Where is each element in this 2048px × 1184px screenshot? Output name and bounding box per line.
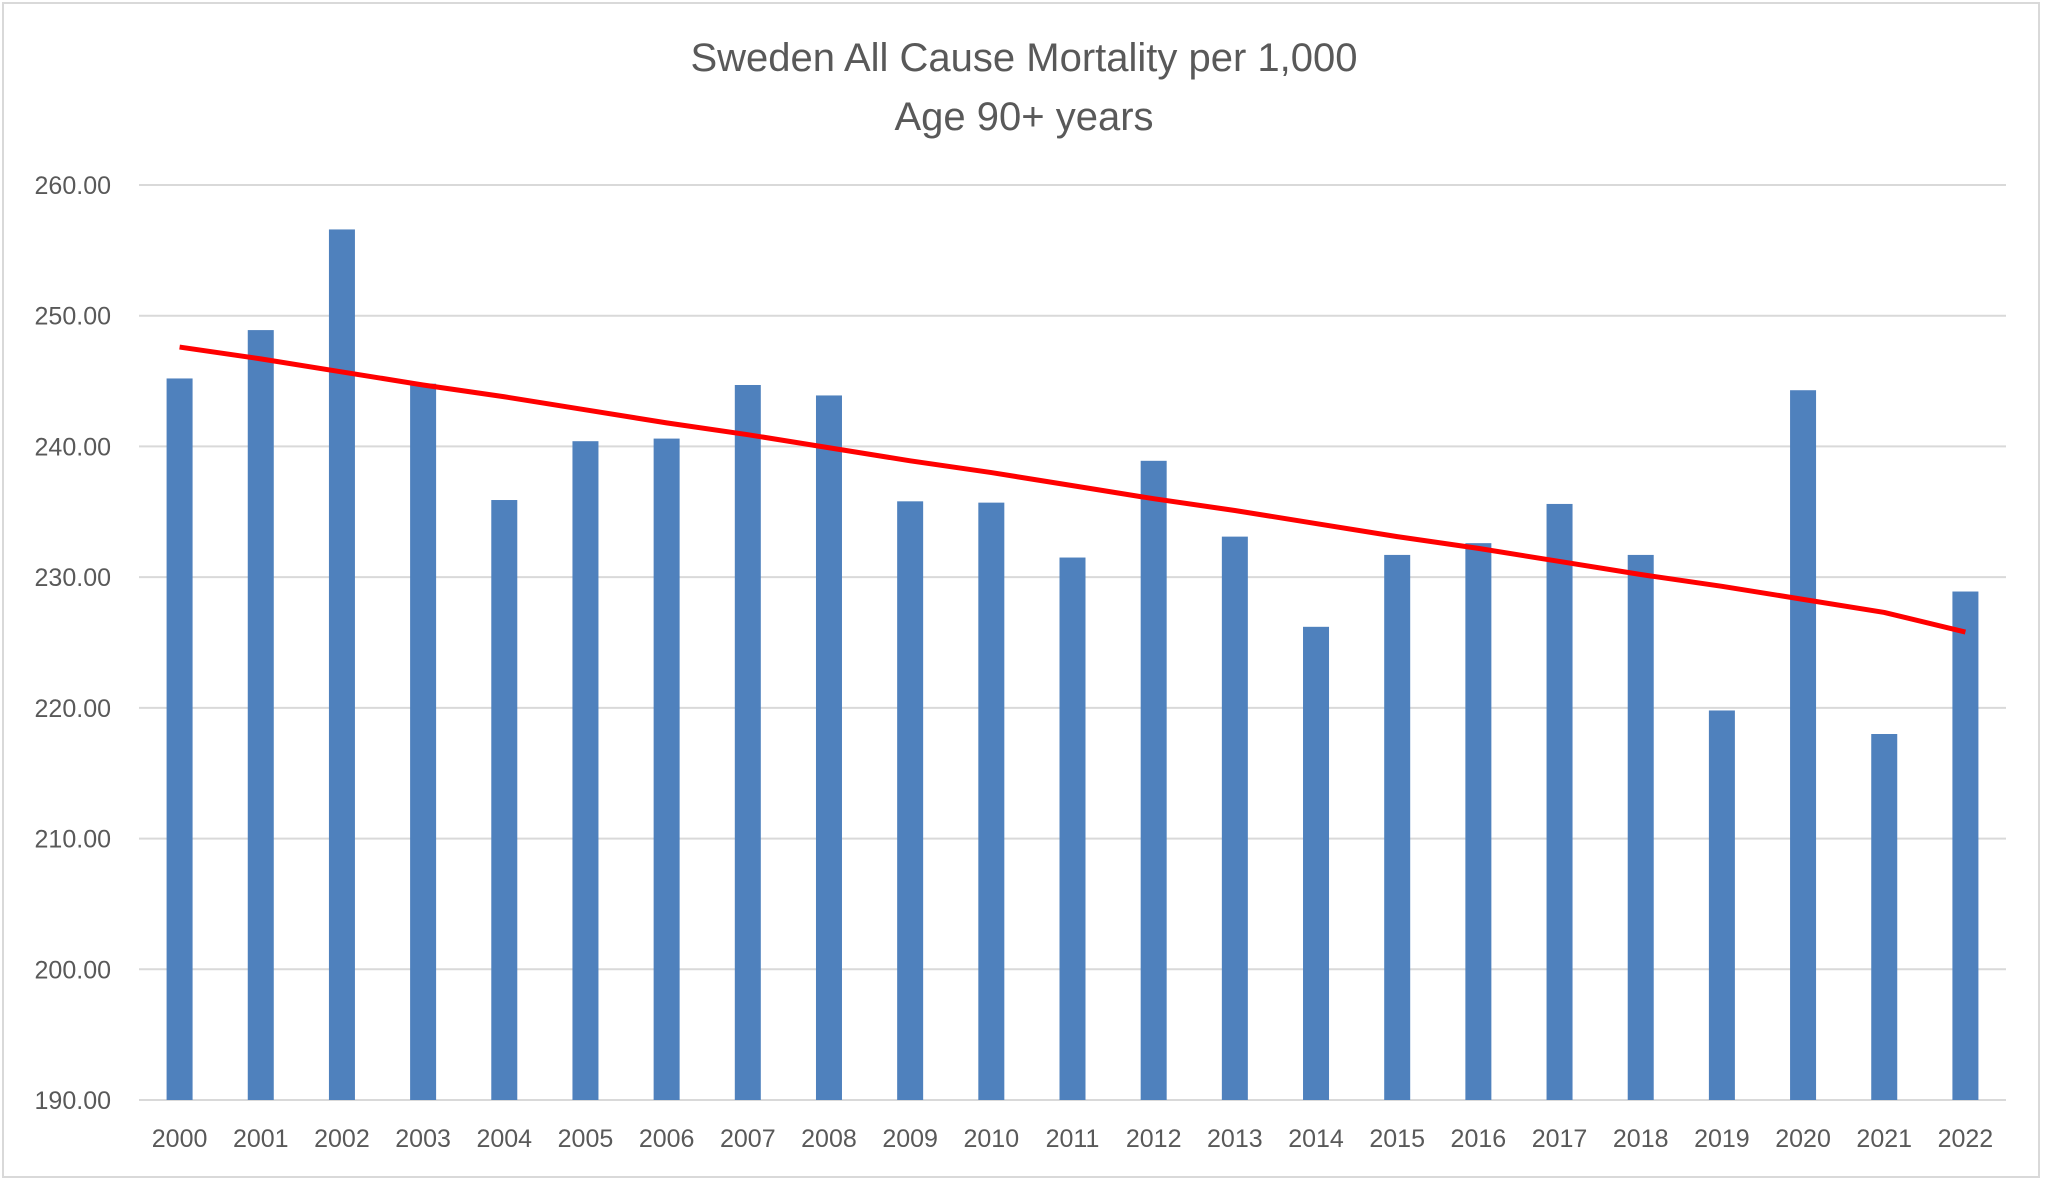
x-tick-label: 2010 [964,1125,1020,1153]
y-tick-label: 200.00 [35,956,111,984]
x-tick-label: 2022 [1938,1125,1994,1153]
y-tick-label: 230.00 [35,564,111,592]
x-tick-label: 2020 [1775,1125,1831,1153]
x-tick-label: 2011 [1046,1125,1100,1153]
bar-2010 [978,502,1005,1100]
bar-2018 [1627,554,1654,1100]
chart-title: Sweden All Cause Mortality per 1,000 [690,36,1358,80]
x-tick-label: 2005 [558,1125,614,1153]
x-tick-label: 2003 [395,1125,451,1153]
bar-2000 [166,378,193,1100]
bar-2008 [815,395,842,1100]
trendline [179,344,1967,635]
x-tick-label: 2021 [1856,1125,1912,1153]
y-tick-label: 240.00 [35,433,111,461]
bar-2009 [897,501,924,1100]
bar-2012 [1140,460,1167,1100]
y-tick-label: 220.00 [35,695,111,723]
bar-2016 [1465,543,1492,1100]
bar-2005 [572,441,599,1100]
bar-2006 [653,438,680,1101]
bar-2007 [734,384,761,1100]
x-tick-label: 2004 [476,1125,532,1153]
bar-2020 [1790,390,1817,1100]
bars [166,229,1979,1101]
x-tick-label: 2015 [1369,1125,1425,1153]
bar-2017 [1546,503,1573,1100]
x-tick-label: 2002 [314,1125,370,1153]
x-tick-label: 2013 [1207,1125,1263,1153]
bar-2001 [247,330,274,1100]
x-tick-label: 2018 [1613,1125,1669,1153]
x-tick-label: 2016 [1451,1125,1507,1153]
bar-2021 [1871,734,1898,1100]
y-tick-label: 210.00 [35,826,111,854]
x-tick-label: 2006 [639,1125,695,1153]
bar-2002 [328,229,355,1100]
x-tick-label: 2008 [801,1125,857,1153]
y-axis-tick-labels: 190.00 200.00 210.00 220.00 230.00 240.00 250.… [35,172,111,1115]
x-tick-label: 2012 [1126,1125,1182,1153]
chart-subtitle: Age 90+ years [894,95,1154,139]
bar-2022 [1952,591,1979,1100]
x-tick-label: 2017 [1532,1125,1588,1153]
x-tick-label: 2019 [1694,1125,1750,1153]
x-tick-label: 2001 [233,1125,289,1153]
bar-2015 [1384,554,1411,1100]
y-tick-label: 260.00 [35,172,111,200]
x-tick-label: 2007 [720,1125,776,1153]
x-tick-label: 2000 [152,1125,208,1153]
x-tick-label: 2014 [1288,1125,1344,1153]
bar-2014 [1303,626,1330,1100]
bar-2004 [491,500,518,1100]
x-axis-tick-labels: 2000 2001 2002 2003 2004 2005 2006 2007 2008 2009… [152,1125,1993,1153]
x-tick-label: 2009 [882,1125,938,1153]
y-tick-label: 190.00 [35,1087,111,1115]
bar-2003 [410,383,437,1101]
bar-2019 [1708,710,1735,1100]
trendline-layer [179,344,1967,635]
bar-2011 [1059,557,1086,1100]
y-tick-label: 250.00 [35,303,111,331]
bar-2013 [1221,536,1248,1100]
